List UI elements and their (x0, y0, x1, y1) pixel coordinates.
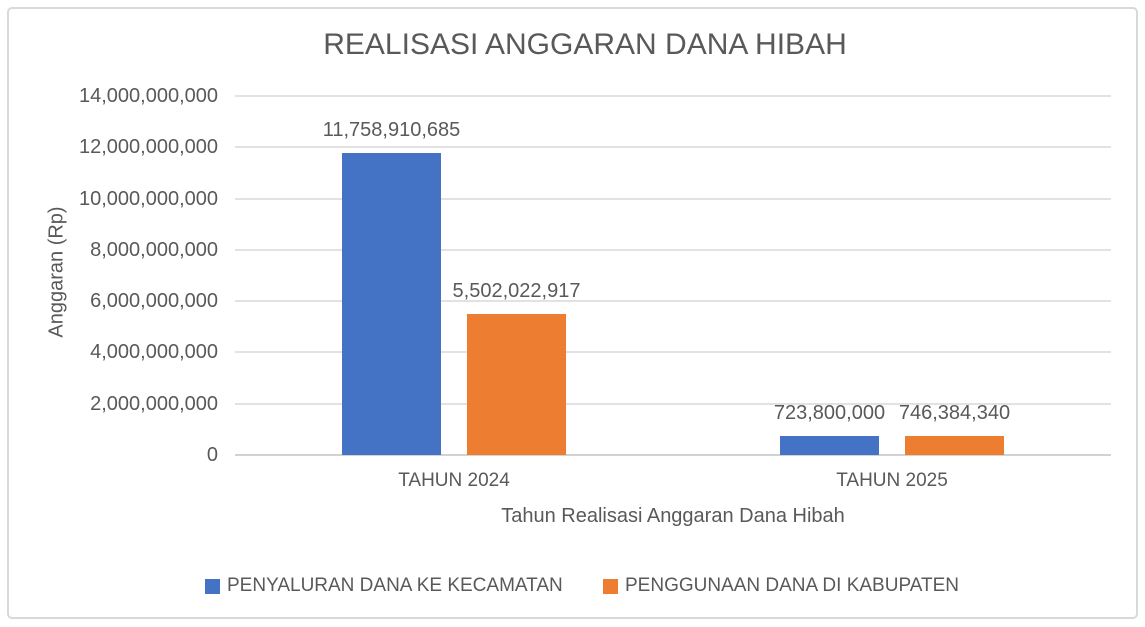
y-tick-label: 2,000,000,000 (90, 392, 218, 415)
legend-item: PENGGUNAAN DANA DI KABUPATEN (603, 575, 959, 597)
gridline (235, 197, 1111, 200)
y-tick-label: 4,000,000,000 (90, 341, 218, 364)
chart-bar (467, 314, 566, 455)
legend-item: PENYALURAN DANA KE KECAMATAN (205, 575, 563, 597)
chart-title: REALISASI ANGGARAN DANA HIBAH (323, 28, 847, 61)
chart-legend: PENYALURAN DANA KE KECAMATAN PENGGUNAAN D… (0, 570, 1145, 600)
gridline (235, 300, 1111, 303)
gridline (235, 402, 1111, 405)
plot-area (235, 95, 1111, 456)
bar-data-label: 723,800,000 (773, 402, 886, 424)
bar-data-label: 746,384,340 (898, 402, 1011, 424)
legend-label: PENGGUNAAN DANA DI KABUPATEN (625, 575, 959, 596)
chart-bar (342, 153, 441, 455)
legend-marker (603, 578, 618, 594)
bar-data-label: 11,758,910,685 (322, 119, 461, 141)
legend-label: PENYALURAN DANA KE KECAMATAN (227, 575, 563, 596)
y-tick-label: 8,000,000,000 (90, 238, 218, 261)
y-axis-title: Anggaran (Rp) (45, 206, 68, 338)
y-tick-label: 0 (206, 444, 218, 466)
x-axis-line (235, 454, 1111, 456)
x-tick-label: TAHUN 2024 (398, 470, 510, 491)
y-tick-label: 6,000,000,000 (90, 290, 218, 313)
x-tick-label: TAHUN 2025 (836, 470, 948, 491)
gridline (235, 95, 1111, 97)
gridline (235, 351, 1111, 354)
chart-bar (780, 436, 879, 455)
legend-marker (205, 578, 220, 594)
y-tick-label: 10,000,000,000 (78, 187, 218, 210)
y-tick-label: 12,000,000,000 (78, 136, 218, 159)
chart-bar (905, 436, 1004, 455)
x-axis-title: Tahun Realisasi Anggaran Dana Hibah (501, 505, 845, 527)
y-tick-label: 14,000,000,000 (78, 85, 218, 107)
gridline (235, 248, 1111, 251)
bar-data-label: 5,502,022,917 (452, 280, 581, 302)
gridline (235, 146, 1111, 149)
